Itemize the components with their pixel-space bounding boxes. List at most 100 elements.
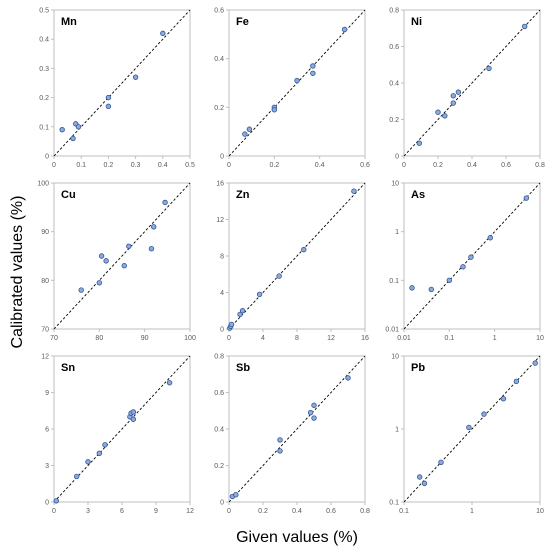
plot-frame: [53, 9, 191, 157]
y-tick-label: 0: [220, 500, 224, 507]
x-tick-label: 0.1: [399, 508, 409, 515]
panel-sb: 0 0.2 0.4 0.6 0.8 0 0.2 0.4 0.6 0.8 Sb: [214, 354, 370, 516]
data-point: [132, 74, 139, 80]
data-point: [228, 321, 235, 328]
x-tick-label: 0.2: [258, 508, 268, 515]
data-point: [126, 243, 132, 249]
data-point: [98, 253, 105, 259]
data-point: [246, 126, 253, 132]
panel-fe: 0 0.2 0.4 0.6 0 0.2 0.4 0.6 Fe: [214, 8, 370, 170]
data-point: [310, 63, 316, 69]
panel-pb: 0.1 1 10 0.1 1 10 Pb: [389, 354, 544, 516]
y-axis-title: Calibrated values (%): [9, 196, 26, 349]
data-point: [271, 107, 278, 113]
data-point: [351, 188, 357, 194]
panel-title: Sb: [236, 362, 250, 374]
y-tick-label: 1: [395, 229, 399, 236]
y-tick-label: 0.5: [39, 8, 49, 15]
y-tick-label: 12: [216, 217, 224, 224]
y-tick-label: 0.4: [389, 81, 399, 88]
data-point: [532, 360, 538, 366]
x-tick-label: 0.01: [397, 335, 411, 342]
x-tick-label: 0: [227, 162, 231, 169]
y-tick-label: 0.2: [39, 95, 49, 102]
y-tick-label: 0.1: [39, 124, 49, 131]
y-tick-label: 0.1: [389, 500, 399, 507]
identity-line: [403, 355, 541, 503]
x-tick-label: 0: [227, 508, 231, 515]
data-point: [486, 65, 492, 72]
x-tick-label: 1: [493, 335, 497, 342]
panel-title: As: [411, 189, 425, 201]
x-tick-label: 0.6: [360, 162, 370, 169]
x-tick-label: 0.1: [444, 335, 454, 342]
x-tick-label: 90: [141, 335, 149, 342]
plot-frame: [403, 182, 541, 330]
x-tick-label: 0.4: [315, 162, 325, 169]
panel-title: Zn: [236, 189, 250, 201]
x-tick-label: 0.4: [158, 162, 168, 169]
y-tick-label: 0.2: [214, 105, 224, 112]
data-point: [256, 291, 263, 298]
data-point: [277, 437, 283, 443]
data-point: [428, 286, 434, 293]
x-tick-label: 100: [184, 335, 196, 342]
data-point: [446, 277, 453, 284]
data-point: [277, 448, 283, 454]
y-tick-label: 0: [220, 327, 224, 334]
data-point: [468, 254, 474, 260]
panel-title: Sn: [61, 362, 75, 374]
y-tick-label: 0.2: [214, 463, 224, 470]
data-point: [242, 131, 248, 137]
x-tick-label: 0.6: [326, 508, 336, 515]
x-tick-label: 9: [154, 508, 158, 515]
identity-line: [53, 9, 191, 157]
x-tick-label: 80: [95, 335, 103, 342]
x-axis-title: Given values (%): [236, 529, 358, 546]
data-point: [96, 450, 103, 457]
y-tick-label: 12: [41, 354, 49, 361]
y-tick-label: 10: [391, 354, 399, 361]
data-point: [301, 246, 307, 253]
x-tick-label: 0: [227, 335, 231, 342]
y-tick-label: 0.1: [389, 278, 399, 285]
data-point: [233, 492, 239, 498]
data-point: [96, 280, 103, 286]
y-tick-label: 0.8: [214, 354, 224, 361]
y-tick-label: 100: [37, 181, 49, 188]
data-point: [435, 109, 441, 115]
data-point: [294, 77, 300, 84]
x-tick-label: 0.8: [360, 508, 370, 515]
data-point: [130, 416, 137, 422]
y-tick-label: 9: [45, 390, 49, 397]
x-tick-label: 0.5: [185, 162, 195, 169]
data-point: [310, 70, 316, 76]
identity-line: [228, 182, 366, 330]
y-tick-label: 1: [395, 427, 399, 434]
x-tick-label: 0.8: [535, 162, 545, 169]
panel-as: 0.01 0.1 1 10 0.01 0.1 1 10 As: [385, 181, 544, 343]
data-point: [307, 409, 314, 416]
panel-sn: 0 3 6 9 12 0 3 6 9 12 Sn: [41, 354, 194, 516]
y-tick-label: 0.3: [39, 66, 49, 73]
identity-line: [403, 9, 541, 157]
data-point: [130, 409, 137, 415]
data-point: [105, 103, 112, 110]
data-point: [450, 100, 456, 106]
y-tick-label: 70: [41, 327, 49, 334]
data-point: [341, 26, 348, 33]
data-point: [522, 23, 528, 30]
data-point: [166, 380, 173, 386]
y-tick-label: 80: [41, 278, 49, 285]
data-point: [103, 258, 109, 264]
data-point: [53, 498, 59, 504]
data-point: [416, 140, 422, 146]
data-point: [311, 415, 317, 421]
data-point: [438, 459, 444, 465]
y-tick-label: 6: [45, 427, 49, 434]
data-point: [59, 127, 65, 133]
data-point: [162, 199, 168, 206]
y-tick-label: 0: [220, 154, 224, 161]
data-point: [160, 30, 166, 37]
